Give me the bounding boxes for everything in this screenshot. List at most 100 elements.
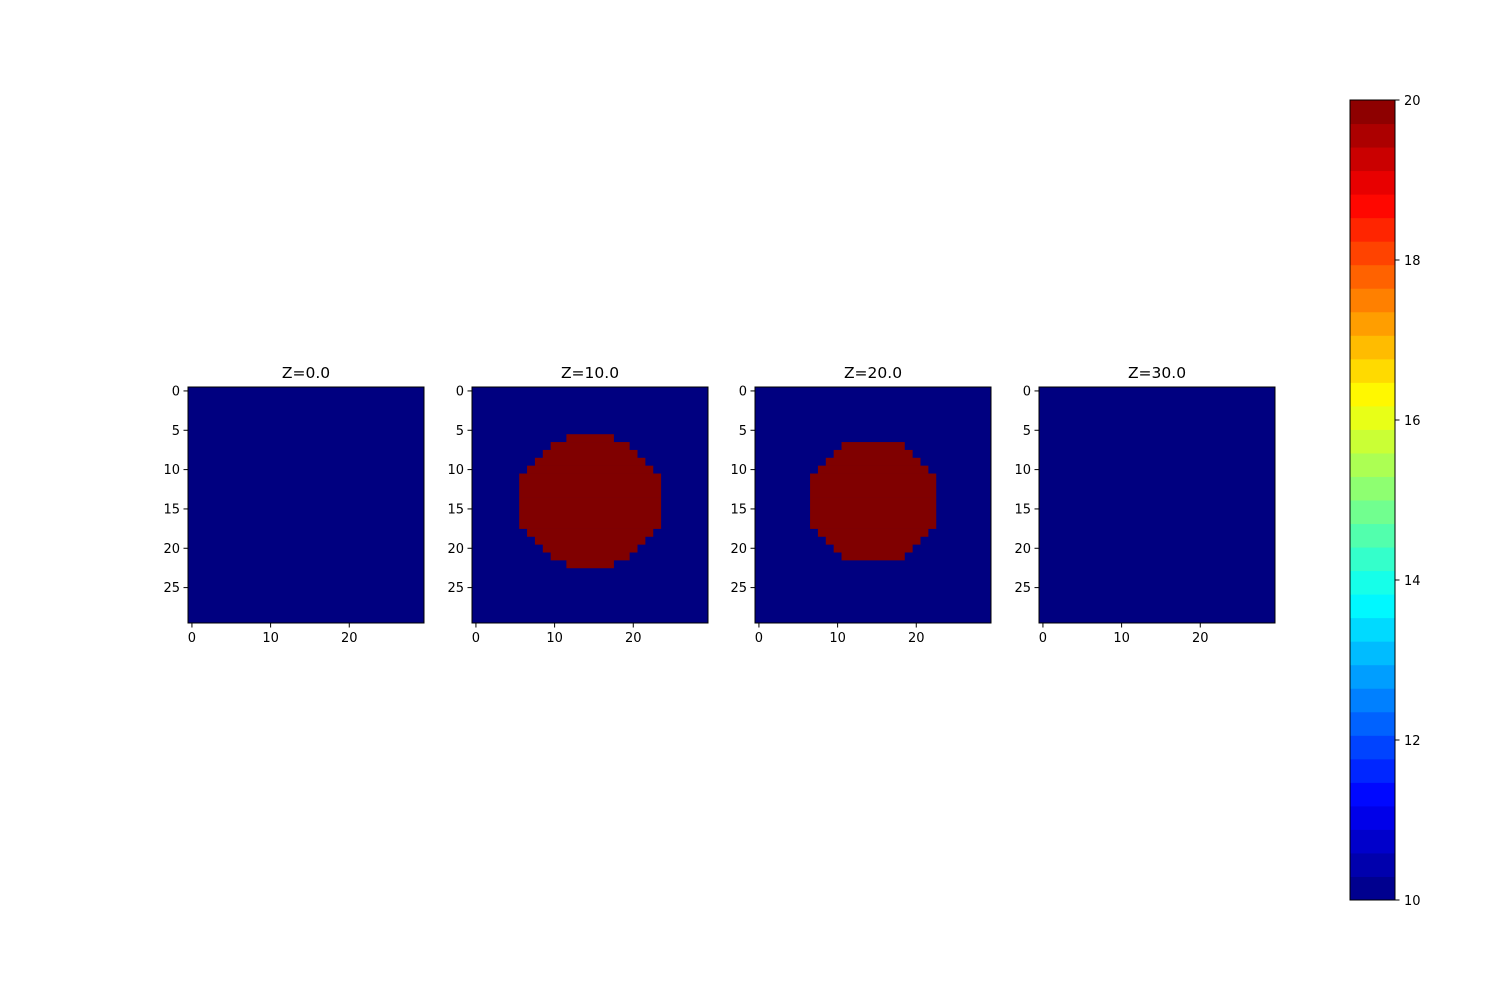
y-tick-label: 0 [1023, 384, 1031, 399]
colorbar-segment [1350, 594, 1395, 619]
panel-frame [187, 386, 425, 624]
colorbar-segment [1350, 829, 1395, 854]
filled-cell-row [810, 481, 937, 490]
panel-3: Z=30.0 0 10 20 0 5 10 15 20 25 [1014, 364, 1276, 646]
colorbar-segment [1350, 476, 1395, 501]
colorbar-tick-label: 16 [1404, 414, 1421, 429]
colorbar-segment [1350, 641, 1395, 666]
panel-background [1039, 387, 1275, 623]
x-tick-label: 0 [755, 631, 763, 646]
colorbar-segment [1350, 617, 1395, 642]
colorbar-segment [1350, 688, 1395, 713]
colorbar-segment [1350, 523, 1395, 548]
panel-0: Z=0.0 0 10 20 0 5 10 15 20 25 [163, 364, 425, 646]
x-tick-label: 10 [1113, 631, 1130, 646]
y-tick-label: 10 [730, 463, 747, 478]
panel-frame [754, 386, 992, 624]
colorbar-segment [1350, 405, 1395, 430]
filled-cell-row [527, 465, 654, 474]
colorbar-segment [1350, 382, 1395, 407]
colorbar-segment [1350, 711, 1395, 736]
y-tick-label: 5 [1023, 424, 1031, 439]
colorbar-segment [1350, 547, 1395, 572]
filled-cell-row [519, 520, 662, 529]
y-tick-label: 25 [163, 581, 180, 596]
panel-1: Z=10.0 0 10 20 0 5 10 15 20 25 [447, 364, 709, 646]
x-tick-label: 10 [829, 631, 846, 646]
colorbar-segment [1350, 452, 1395, 477]
filled-cell-row [519, 512, 662, 522]
panel-title: Z=20.0 [844, 364, 902, 382]
y-tick-label: 25 [447, 581, 464, 596]
colorbar-segment [1350, 570, 1395, 595]
colorbar-segment [1350, 876, 1395, 901]
x-tick-label: 20 [341, 631, 358, 646]
colorbar-segment [1350, 123, 1395, 148]
y-tick-label: 15 [447, 502, 464, 517]
colorbar-segment [1350, 852, 1395, 877]
colorbar-segment [1350, 264, 1395, 289]
colorbar-segment [1350, 500, 1395, 525]
colorbar-segment [1350, 805, 1395, 830]
colorbar-segment [1350, 358, 1395, 383]
y-tick-label: 25 [1014, 581, 1031, 596]
x-tick-label: 20 [1192, 631, 1209, 646]
y-tick-label: 15 [1014, 502, 1031, 517]
panel-title: Z=0.0 [282, 364, 330, 382]
filled-cell-row [519, 473, 662, 482]
colorbar-segment [1350, 758, 1395, 783]
x-tick-label: 10 [546, 631, 563, 646]
filled-cell-row [534, 457, 646, 466]
filled-cell-row [825, 536, 921, 545]
x-tick-label: 0 [188, 631, 196, 646]
colorbar-segment [1350, 335, 1395, 360]
colorbar-frame [1349, 99, 1396, 901]
colorbar-segment [1350, 664, 1395, 689]
y-tick-label: 20 [163, 542, 180, 557]
y-tick-label: 5 [456, 424, 464, 439]
filled-cell-row [550, 552, 630, 561]
y-tick-label: 20 [1014, 542, 1031, 557]
y-tick-label: 20 [730, 542, 747, 557]
filled-cell-row [519, 505, 662, 514]
x-tick-label: 0 [472, 631, 480, 646]
y-tick-label: 25 [730, 581, 747, 596]
colorbar-tick-label: 18 [1404, 254, 1421, 269]
colorbar-segment [1350, 194, 1395, 219]
colorbar-segment [1350, 147, 1395, 172]
filled-cell-row [566, 434, 614, 443]
y-tick-label: 0 [172, 384, 180, 399]
colorbar-segment [1350, 311, 1395, 336]
panel-2: Z=20.0 0 10 20 0 5 10 15 20 25 [730, 364, 992, 646]
filled-cell-row [566, 560, 614, 569]
colorbar-segment [1350, 429, 1395, 454]
y-tick-label: 5 [172, 424, 180, 439]
colorbar-segment [1350, 782, 1395, 807]
filled-cell-row [810, 512, 937, 522]
y-tick-label: 5 [739, 424, 747, 439]
filled-cell-row [542, 544, 638, 553]
filled-cell-row [519, 489, 662, 498]
colorbar-segment [1350, 288, 1395, 313]
filled-cell-row [527, 528, 654, 537]
panel-title: Z=30.0 [1128, 364, 1186, 382]
colorbar: 10 12 14 16 18 20 [1349, 94, 1421, 909]
colorbar-segment [1350, 241, 1395, 266]
colorbar-tick-label: 14 [1404, 574, 1421, 589]
colorbar-segment [1350, 170, 1395, 195]
panel-frame [1038, 386, 1276, 624]
filled-cell-row [817, 465, 929, 474]
x-tick-label: 10 [262, 631, 279, 646]
filled-cell-row [810, 520, 937, 529]
filled-cell-row [833, 449, 913, 459]
filled-cell-row [534, 536, 646, 545]
filled-cell-row [817, 528, 929, 537]
colorbar-segment [1350, 217, 1395, 242]
y-tick-label: 15 [730, 502, 747, 517]
y-tick-label: 0 [456, 384, 464, 399]
filled-cell-row [519, 481, 662, 490]
y-tick-label: 15 [163, 502, 180, 517]
panels: Z=0.0 0 10 20 0 5 10 15 20 25 Z=10.0 0 10 20 0 5 10 15 20 2… [163, 364, 1276, 646]
panel-background [188, 387, 424, 623]
